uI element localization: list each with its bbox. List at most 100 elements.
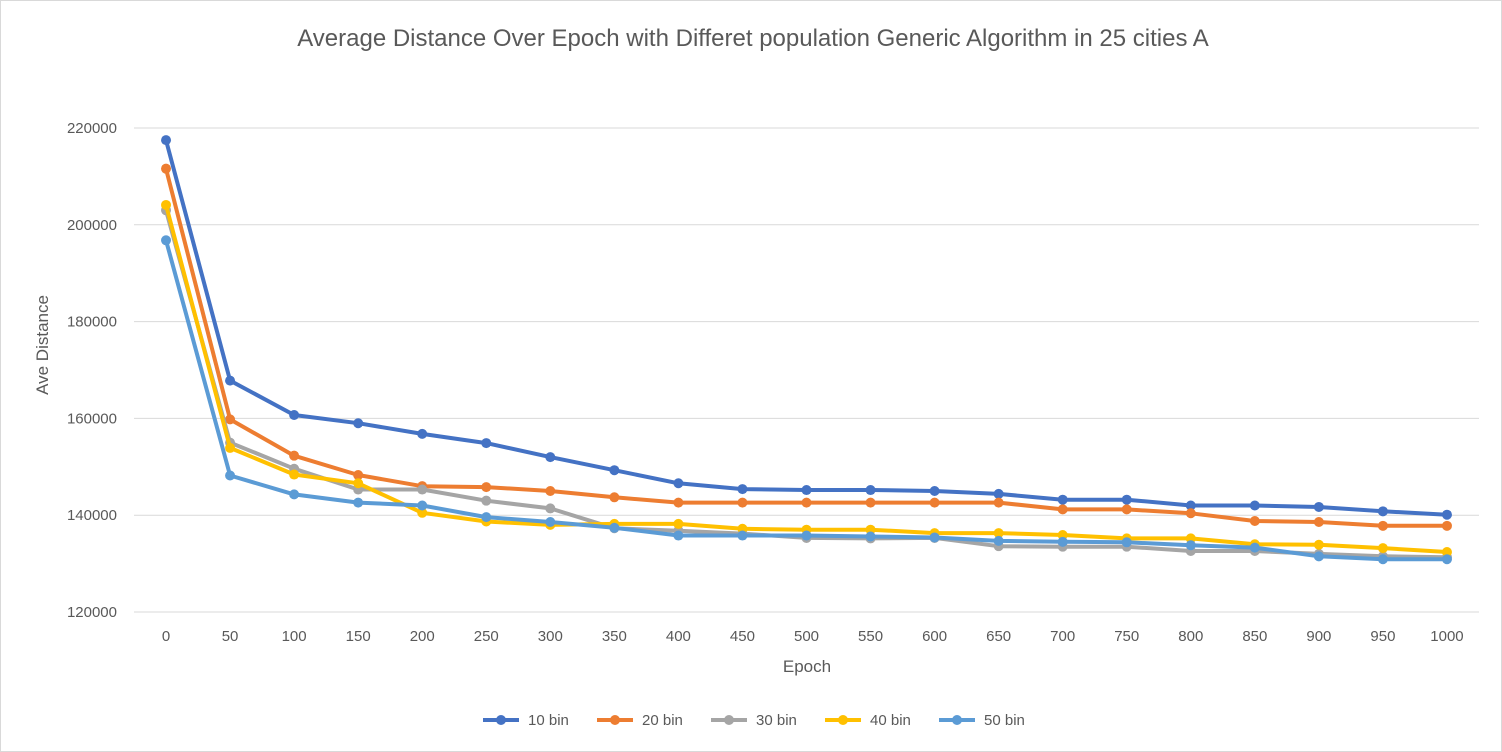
data-point [737,484,748,495]
data-point [225,470,236,481]
y-tick-labels: 120000 140000 160000 180000 200000 220000 [67,120,117,621]
data-point [865,531,876,542]
data-point [225,442,236,453]
x-tick-label: 0 [162,628,170,645]
x-tick-label: 100 [282,628,307,645]
series-layer [161,135,1452,565]
data-point [801,485,812,496]
x-tick-label: 950 [1370,628,1395,645]
data-point [1441,546,1452,557]
legend-item: 20 bin [597,712,683,729]
data-point [929,497,940,508]
data-point [1057,504,1068,515]
legend-item: 30 bin [711,712,797,729]
x-tick-label: 300 [538,628,563,645]
data-point [929,486,940,496]
data-point [1377,543,1388,554]
data-point [673,518,684,529]
data-point [1121,494,1132,505]
data-point [417,484,428,495]
x-tick-label: 750 [1114,628,1139,645]
data-point [161,235,172,246]
data-point [161,163,172,174]
data-point [609,522,620,533]
data-point [673,530,684,541]
data-point [1441,509,1452,520]
data-point [737,497,748,508]
y-tick-label: 220000 [67,120,117,137]
series-line [164,238,1449,562]
data-point [929,532,940,543]
x-tick-label: 800 [1178,628,1203,645]
data-point [1057,494,1068,505]
legend-item: 10 bin [483,712,569,729]
data-point [993,535,1004,546]
x-tick-label: 200 [410,628,435,645]
data-point [353,478,364,489]
x-axis-title: Epoch [783,657,831,676]
legend-label: 50 bin [984,712,1025,729]
data-point [865,497,876,508]
data-point [1121,537,1132,548]
data-point [1377,506,1388,517]
x-tick-labels: 0 50 100 150 200 250 300 350 400 450 500 550 600 650 7… [162,628,1464,645]
series-10-bin [161,135,1452,520]
data-point [289,469,300,480]
data-point [1313,551,1324,562]
x-tick-label: 400 [666,628,691,645]
series-50-bin [161,235,1452,565]
x-tick-label: 250 [474,628,499,645]
series-20-bin [161,163,1452,531]
data-point [161,135,172,146]
chart-title: Average Distance Over Epoch with Differe… [297,25,1209,52]
data-point [1185,540,1196,551]
data-point [673,478,684,489]
data-point [225,375,236,386]
data-point [417,428,428,439]
legend-marker [724,715,734,725]
data-point [481,512,492,523]
x-tick-label: 900 [1306,628,1331,645]
x-tick-label: 50 [222,628,239,645]
data-point [481,495,492,506]
data-point [609,492,620,503]
legend-label: 30 bin [756,712,797,729]
x-tick-label: 550 [858,628,883,645]
data-point [993,488,1004,499]
data-point [1249,500,1260,511]
data-point [1377,520,1388,531]
data-point [1313,501,1324,512]
data-point [1377,554,1388,565]
data-point [1121,504,1132,515]
data-point [1313,539,1324,550]
data-point [289,410,300,421]
y-tick-label: 120000 [67,604,117,621]
data-point [161,199,172,210]
data-point [353,497,364,508]
data-point [417,507,428,518]
data-point [1185,508,1196,519]
y-tick-label: 180000 [67,314,117,331]
legend: 10 bin 20 bin 30 bin 40 bin 50 bin [483,712,1025,729]
legend-label: 40 bin [870,712,911,729]
x-tick-label: 450 [730,628,755,645]
legend-label: 20 bin [642,712,683,729]
legend-item: 50 bin [939,712,1025,729]
data-point [481,438,492,449]
data-point [1441,520,1452,531]
legend-marker [610,715,620,725]
data-point [225,414,236,425]
x-tick-label: 650 [986,628,1011,645]
y-tick-label: 160000 [67,410,117,427]
data-point [865,485,876,496]
legend-label: 10 bin [528,712,569,729]
x-tick-label: 350 [602,628,627,645]
x-tick-label: 600 [922,628,947,645]
legend-item: 40 bin [825,712,911,729]
y-tick-label: 200000 [67,217,117,234]
x-tick-label: 700 [1050,628,1075,645]
data-point [993,497,1004,508]
x-tick-label: 850 [1242,628,1267,645]
x-tick-label: 500 [794,628,819,645]
